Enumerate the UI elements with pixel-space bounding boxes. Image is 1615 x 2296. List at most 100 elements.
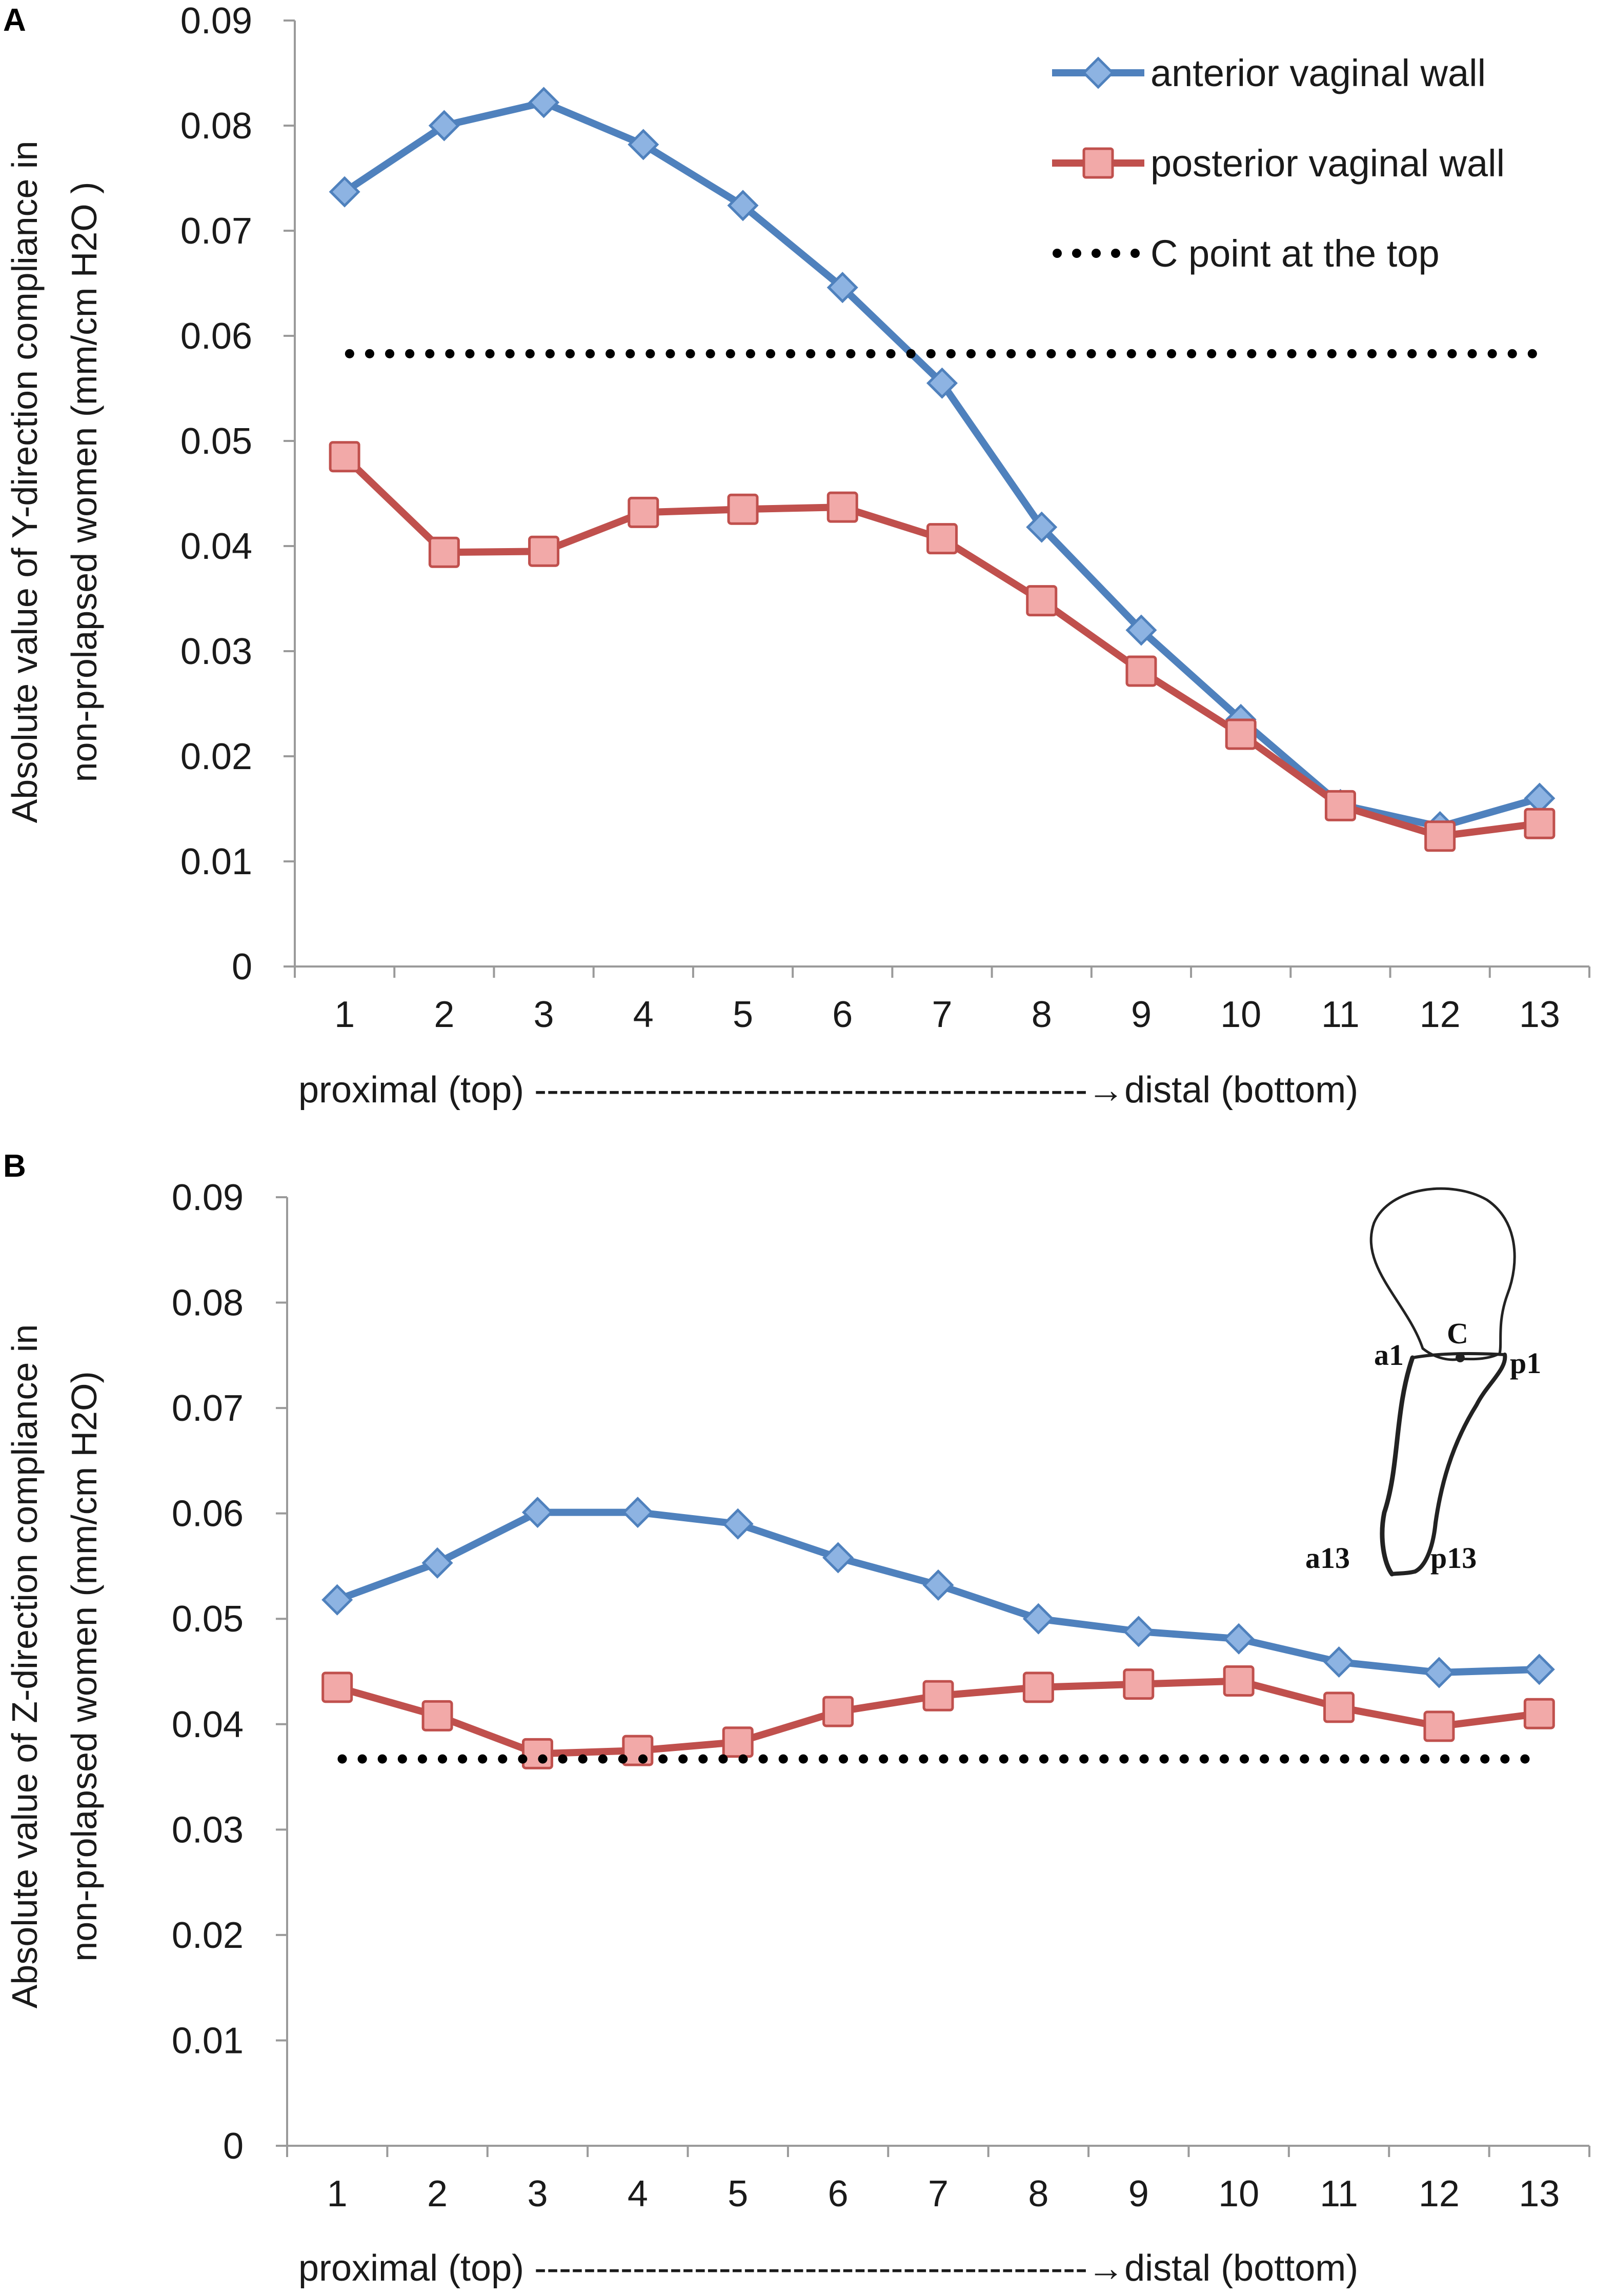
panel-a-y-tick-label: 0.04 bbox=[180, 526, 252, 567]
panel-a-y-tick-label: 0.06 bbox=[180, 316, 252, 357]
panel-a-x-tick-label: 8 bbox=[1032, 994, 1052, 1035]
panel-b-x-tick-label: 13 bbox=[1519, 2173, 1560, 2214]
panel-b-posterior-point bbox=[1022, 1671, 1054, 1703]
panel-b-axes bbox=[286, 1197, 1589, 2147]
panel-a-posterior-point bbox=[727, 493, 759, 525]
panel-b-x-tick-label: 10 bbox=[1218, 2173, 1259, 2214]
panel-b-letter: B bbox=[3, 1149, 26, 1184]
panel-b-ylabel-line1: Absolute value of Z-direction compliance… bbox=[5, 1324, 45, 2009]
panel-b-anterior-point bbox=[1123, 1616, 1155, 1647]
inset-label-c: C bbox=[1447, 1317, 1468, 1350]
panel-b-ylabel-line2: non-prolapsed women (mm/cm H2O) bbox=[64, 1371, 104, 1961]
panel-a-x-tick-label: 11 bbox=[1321, 994, 1360, 1035]
panel-b-y-ticks: 0 0.01 0.02 0.03 0.04 0.05 0.06 0.07 0.08 0.09 bbox=[172, 1177, 287, 2167]
panel-b-anterior-point bbox=[1523, 1654, 1555, 1685]
panel-b-posterior-point bbox=[321, 1671, 353, 1703]
panel-b-posterior-point bbox=[1423, 1710, 1455, 1742]
panel-a-anterior-line bbox=[342, 98, 1541, 831]
panel-a-posterior-point bbox=[428, 536, 460, 568]
diamond-marker-icon bbox=[1082, 56, 1115, 89]
panel-a-anterior-point bbox=[528, 87, 560, 118]
panel-b-x-tick-label: 7 bbox=[928, 2173, 948, 2214]
panel-b-posterior-point bbox=[1123, 1668, 1155, 1700]
panel-a-posterior-point bbox=[826, 491, 858, 523]
panel-b-x-tick-label: 12 bbox=[1419, 2173, 1460, 2214]
panel-a-y-ticks: 0 0.01 0.02 0.03 0.04 0.05 0.06 0.07 0.08 0.09 bbox=[180, 1, 295, 988]
panel-b-anterior-point bbox=[722, 1508, 754, 1540]
panel-b-x-tick-label: 6 bbox=[828, 2173, 849, 2214]
legend-entry-anterior: anterior vaginal wall bbox=[1052, 52, 1486, 94]
panel-a-anterior-point bbox=[926, 367, 958, 399]
panel-a-posterior-point bbox=[329, 441, 360, 473]
panel-a-y-tick-label: 0 bbox=[232, 946, 252, 988]
panel-b-posterior-point bbox=[1223, 1665, 1255, 1697]
square-marker-icon bbox=[1082, 147, 1114, 179]
panel-b-y-tick-label: 0.06 bbox=[172, 1494, 244, 1535]
panel-b-y-tick-label: 0.01 bbox=[172, 2020, 244, 2061]
panel-a-xlabel: proximal (top) -------------------------… bbox=[298, 1070, 1358, 1111]
panel-b-anterior-point bbox=[1323, 1646, 1355, 1678]
panel-a-y-tick-label: 0.01 bbox=[180, 841, 252, 882]
legend-entry-c-point: C point at the top bbox=[1053, 232, 1440, 275]
panel-b-x-tick-label: 9 bbox=[1128, 2173, 1149, 2214]
panel-b-posterior-point bbox=[822, 1696, 854, 1727]
legend-posterior-label: posterior vaginal wall bbox=[1150, 142, 1505, 185]
panel-b-anterior-point bbox=[922, 1569, 954, 1601]
panel-b-y-tick-label: 0 bbox=[223, 2126, 244, 2167]
panel-a-x-tick-label: 13 bbox=[1519, 994, 1560, 1035]
legend: anterior vaginal wall posterior vaginal … bbox=[1052, 52, 1505, 275]
panel-b-anterior-point bbox=[1423, 1657, 1455, 1688]
panel-a-x-tick-label: 10 bbox=[1220, 994, 1261, 1035]
panel-a-posterior-point bbox=[1524, 808, 1556, 839]
panel-a-series bbox=[329, 87, 1556, 852]
panel-a-posterior-point bbox=[1225, 718, 1257, 750]
panel-b-series bbox=[321, 1497, 1555, 1769]
panel-a-x-tick-label: 1 bbox=[334, 994, 355, 1035]
chart-panel-a: A Absolute value of Y-direction complian… bbox=[3, 1, 1590, 1111]
panel-a-letter: A bbox=[3, 3, 26, 38]
panel-a-x-tick-label: 2 bbox=[434, 994, 454, 1035]
inset-label-p1: p1 bbox=[1510, 1346, 1541, 1380]
panel-b-posterior-point bbox=[622, 1735, 654, 1766]
panel-a-posterior-point bbox=[528, 535, 560, 567]
panel-b-anterior-point bbox=[822, 1542, 854, 1574]
panel-b-posterior-point bbox=[421, 1700, 453, 1731]
panel-b-anterior-point bbox=[1223, 1623, 1255, 1655]
legend-entry-posterior: posterior vaginal wall bbox=[1052, 142, 1505, 185]
panel-a-y-tick-label: 0.03 bbox=[180, 631, 252, 672]
inset-label-p13: p13 bbox=[1430, 1541, 1477, 1575]
panel-b-y-tick-label: 0.09 bbox=[172, 1177, 244, 1218]
panel-b-anterior-point bbox=[1022, 1603, 1054, 1635]
panel-a-posterior-point bbox=[1026, 585, 1058, 617]
panel-a-x-tick-label: 5 bbox=[733, 994, 753, 1035]
panel-a-x-tick-label: 3 bbox=[534, 994, 554, 1035]
panel-b-posterior-point bbox=[722, 1726, 754, 1758]
panel-a-posterior-point bbox=[1125, 655, 1157, 687]
panel-a-x-tick-label: 4 bbox=[633, 994, 654, 1035]
panel-b-x-tick-label: 4 bbox=[628, 2173, 648, 2214]
panel-a-anterior-point bbox=[628, 129, 659, 160]
panel-a-ylabel-line1: Absolute value of Y-direction compliance… bbox=[5, 141, 45, 823]
panel-a-anterior-point bbox=[826, 272, 858, 304]
panel-b-y-tick-label: 0.03 bbox=[172, 1809, 244, 1850]
panel-a-y-tick-label: 0.08 bbox=[180, 106, 252, 147]
panel-a-posterior-point bbox=[628, 496, 659, 528]
panel-a-posterior-point bbox=[926, 523, 958, 555]
panel-b-posterior-point bbox=[521, 1738, 553, 1769]
panel-b-x-ticks: 1 2 3 4 5 6 7 8 9 10 11 12 13 bbox=[286, 2146, 1590, 2214]
panel-b-posterior-point bbox=[922, 1680, 954, 1711]
inset-label-a1: a1 bbox=[1374, 1338, 1404, 1372]
panel-a-x-tick-label: 12 bbox=[1420, 994, 1461, 1035]
panel-a-y-tick-label: 0.09 bbox=[180, 1, 252, 42]
panel-a-x-ticks: 1 2 3 4 5 6 7 8 9 10 11 12 13 bbox=[294, 966, 1590, 1035]
panel-b-x-tick-label: 5 bbox=[728, 2173, 748, 2214]
panel-b-x-tick-label: 11 bbox=[1320, 2173, 1358, 2214]
panel-a-y-tick-label: 0.02 bbox=[180, 736, 252, 777]
panel-b-xlabel: proximal (top) -------------------------… bbox=[298, 2248, 1358, 2289]
panel-b-y-tick-label: 0.04 bbox=[172, 1704, 244, 1745]
panel-b-posterior-point bbox=[1323, 1691, 1355, 1723]
panel-b-y-tick-label: 0.05 bbox=[172, 1599, 244, 1640]
panel-a-axes bbox=[294, 21, 1589, 968]
panel-b-anterior-point bbox=[521, 1497, 553, 1528]
